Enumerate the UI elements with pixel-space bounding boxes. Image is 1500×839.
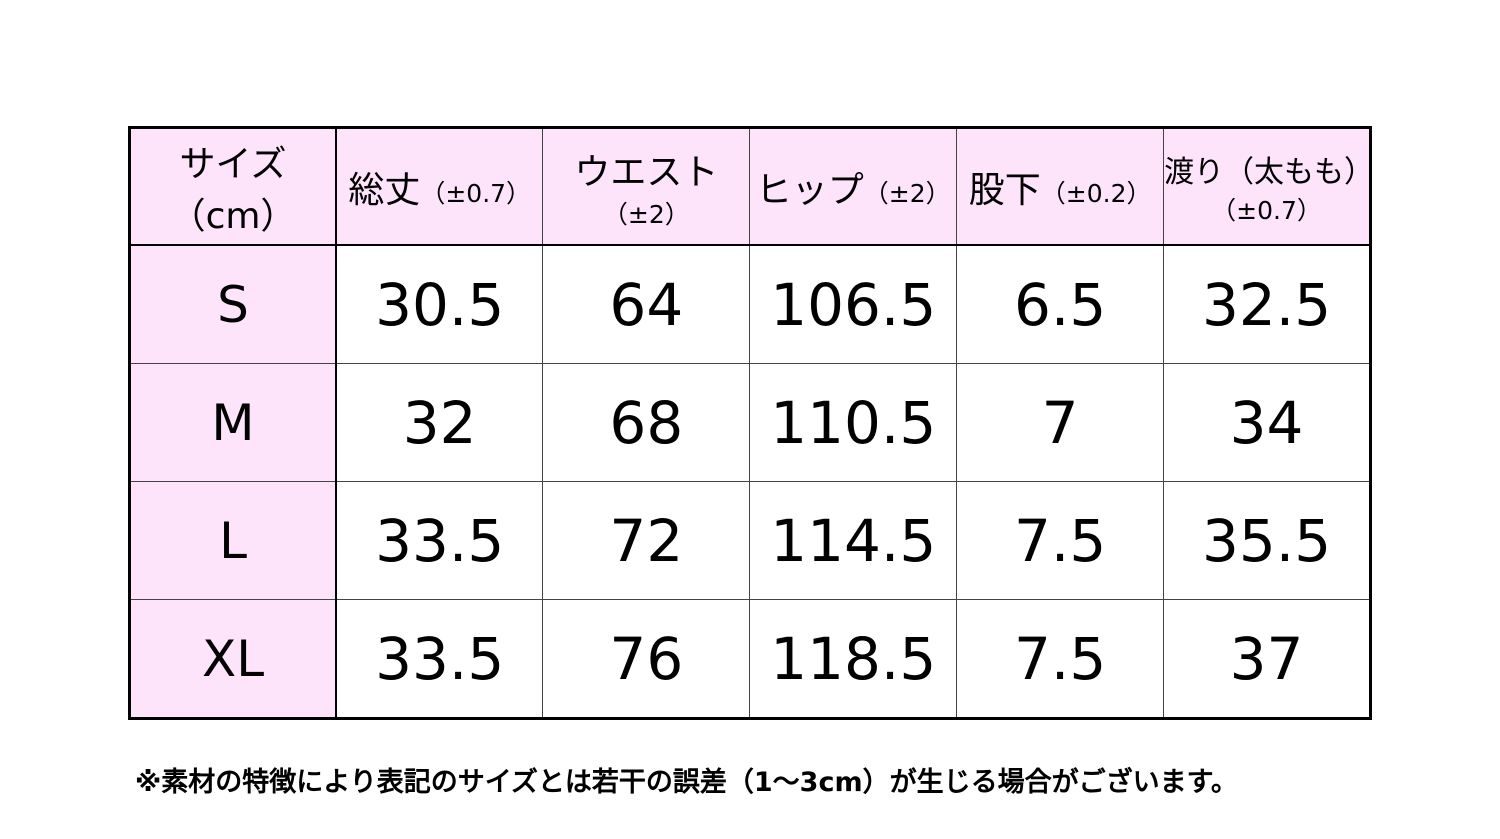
value-cell: 72	[542, 481, 751, 600]
value-cell: 32.5	[1163, 244, 1371, 364]
table-row: XL 33.5 76 118.5 7.5 37	[129, 599, 1371, 719]
header-label: サイズ（cm）	[169, 143, 297, 237]
value-cell: 7	[956, 363, 1165, 482]
table-body: S 30.5 64 106.5 6.5 32.5 M 32 68 110.5 7 34 L 33.5 72 1…	[129, 244, 1371, 719]
value-cell: 33.5	[335, 481, 544, 600]
size-cell: L	[129, 481, 337, 600]
size-cell: XL	[129, 599, 337, 719]
value-cell: 34	[1163, 363, 1371, 482]
value-cell: 118.5	[749, 599, 958, 719]
value-cell: 110.5	[749, 363, 958, 482]
value-cell: 7.5	[956, 599, 1165, 719]
header-label: 渡り（太もも）	[1164, 154, 1375, 190]
header-label: 総丈	[348, 169, 421, 211]
value-cell: 32	[335, 363, 544, 482]
value-cell: 30.5	[335, 244, 544, 364]
size-cell: S	[129, 244, 337, 364]
size-table: サイズ（cm） 総丈（±0.7） ウエスト（±2） ヒップ（±2） 股下（±0.2） 渡り…	[128, 126, 1375, 720]
header-note: （±0.2）	[1040, 178, 1152, 208]
header-row: サイズ（cm） 総丈（±0.7） ウエスト（±2） ヒップ（±2） 股下（±0.2） 渡り…	[129, 127, 1375, 246]
header-cell: ウエスト （±2）	[542, 127, 751, 246]
header-cell: ヒップ（±2）	[749, 127, 958, 246]
table-row: L 33.5 72 114.5 7.5 35.5	[129, 481, 1371, 600]
size-cell: M	[129, 363, 337, 482]
header-label: ヒップ	[755, 169, 864, 211]
table-row: M 32 68 110.5 7 34	[129, 363, 1371, 482]
header-cell: 総丈（±0.7）	[335, 127, 544, 246]
header-note: （±2）	[602, 199, 690, 229]
value-cell: 6.5	[956, 244, 1165, 364]
value-cell: 76	[542, 599, 751, 719]
value-cell: 7.5	[956, 481, 1165, 600]
header-label: 股下	[968, 169, 1041, 211]
header-cell: 股下（±0.2）	[956, 127, 1165, 246]
value-cell: 64	[542, 244, 751, 364]
table-head: サイズ（cm） 総丈（±0.7） ウエスト（±2） ヒップ（±2） 股下（±0.2） 渡り…	[129, 127, 1375, 246]
header-note: （±0.7）	[1211, 195, 1322, 225]
value-cell: 33.5	[335, 599, 544, 719]
header-note: （±0.7）	[420, 178, 532, 208]
header-note: （±2）	[863, 178, 951, 208]
value-cell: 114.5	[749, 481, 958, 600]
header-label: ウエスト	[574, 151, 719, 193]
value-cell: 37	[1163, 599, 1371, 719]
value-cell: 68	[542, 363, 751, 482]
header-cell: サイズ（cm）	[129, 127, 337, 246]
value-cell: 106.5	[749, 244, 958, 364]
header-cell: 渡り（太もも） （±0.7）	[1163, 127, 1375, 246]
table-row: S 30.5 64 106.5 6.5 32.5	[129, 244, 1371, 364]
footnote: ※素材の特徴により表記のサイズとは若干の誤差（1～3cm）が生じる場合がございま…	[135, 767, 1238, 798]
value-cell: 35.5	[1163, 481, 1371, 600]
